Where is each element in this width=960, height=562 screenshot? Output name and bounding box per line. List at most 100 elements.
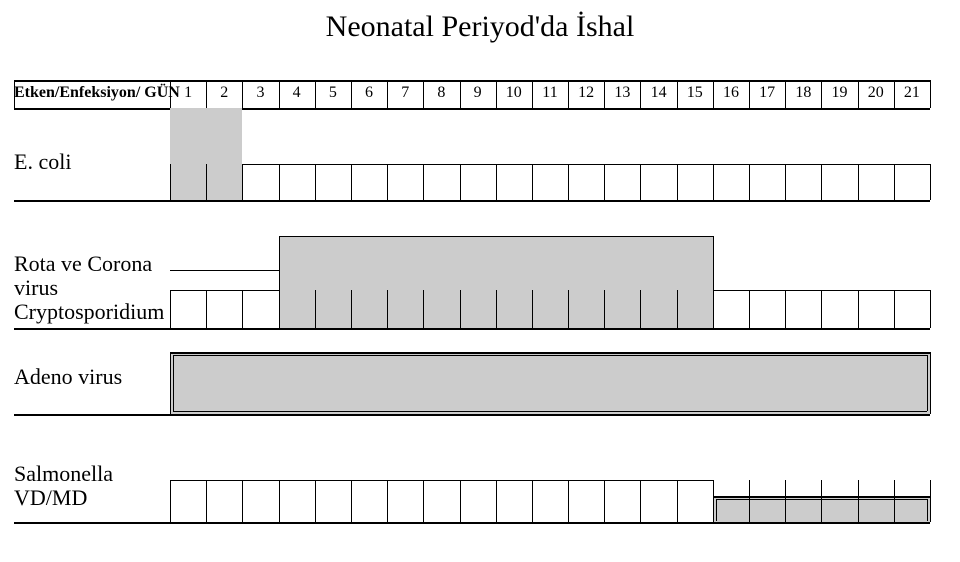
day-label: 20 [858, 84, 894, 102]
page-root: Neonatal Periyod'da İshal Etken/Enfeksiy… [0, 0, 960, 562]
line [315, 164, 316, 200]
line [785, 290, 786, 328]
line [170, 480, 713, 481]
line [173, 355, 174, 411]
line [930, 352, 931, 414]
line [14, 80, 930, 82]
header-label: Etken/Enfeksiyon/ GÜN [14, 84, 180, 102]
line [387, 480, 388, 522]
line [640, 80, 641, 108]
line [716, 499, 717, 521]
line [821, 290, 822, 328]
line [713, 496, 714, 522]
line [387, 164, 388, 200]
line [532, 290, 533, 328]
day-label: 9 [460, 84, 496, 102]
line [14, 108, 930, 110]
line [14, 80, 15, 108]
line [604, 164, 605, 200]
line [279, 236, 713, 237]
line [387, 290, 388, 328]
line [170, 80, 171, 108]
line [206, 290, 207, 328]
line [279, 164, 280, 200]
line [568, 164, 569, 200]
line [460, 290, 461, 328]
line [315, 290, 316, 328]
day-label: 21 [894, 84, 930, 102]
line [858, 290, 859, 328]
day-label: 2 [206, 84, 242, 102]
line [423, 290, 424, 328]
row-label-adeno: Adeno virus [14, 365, 122, 389]
line [14, 328, 930, 330]
line [496, 480, 497, 522]
line [568, 80, 569, 108]
day-label: 18 [785, 84, 821, 102]
line [170, 480, 171, 522]
line [496, 80, 497, 108]
line [713, 236, 714, 328]
line [713, 80, 714, 108]
line [387, 80, 388, 108]
line [677, 80, 678, 108]
line [170, 270, 279, 271]
line [14, 200, 930, 202]
day-label: 10 [496, 84, 532, 102]
line [460, 164, 461, 200]
line [170, 164, 171, 200]
line [279, 480, 280, 522]
line [640, 164, 641, 200]
day-label: 15 [677, 84, 713, 102]
line [927, 355, 928, 411]
line [423, 164, 424, 200]
line [242, 480, 243, 522]
line [206, 80, 207, 108]
line [532, 80, 533, 108]
line [242, 290, 243, 328]
line [242, 164, 243, 200]
day-label: 13 [604, 84, 640, 102]
line [894, 164, 895, 200]
line [785, 80, 786, 108]
day-label: 19 [821, 84, 857, 102]
line [14, 522, 930, 524]
line [351, 80, 352, 108]
line [460, 80, 461, 108]
day-label: 5 [315, 84, 351, 102]
line [749, 290, 750, 328]
line [713, 496, 930, 498]
line [170, 352, 930, 354]
line [749, 480, 750, 522]
line [206, 480, 207, 522]
line [242, 80, 243, 108]
line [677, 164, 678, 200]
line [568, 480, 569, 522]
line [532, 480, 533, 522]
line [894, 80, 895, 108]
day-label: 17 [749, 84, 785, 102]
line [930, 496, 931, 522]
line [496, 164, 497, 200]
line [749, 80, 750, 108]
line [173, 411, 927, 412]
line [242, 164, 930, 165]
line [351, 480, 352, 522]
line [14, 414, 930, 416]
line [604, 80, 605, 108]
line [858, 480, 859, 522]
line [423, 480, 424, 522]
line [821, 80, 822, 108]
chart-title: Neonatal Periyod'da İshal [0, 10, 960, 44]
line [496, 290, 497, 328]
line [677, 480, 678, 522]
day-label: 8 [423, 84, 459, 102]
line [894, 290, 895, 328]
line [930, 290, 931, 328]
line [568, 290, 569, 328]
day-label: 1 [170, 84, 206, 102]
shaded-range [170, 352, 930, 414]
line [170, 290, 279, 291]
line [785, 480, 786, 522]
line [677, 290, 678, 328]
